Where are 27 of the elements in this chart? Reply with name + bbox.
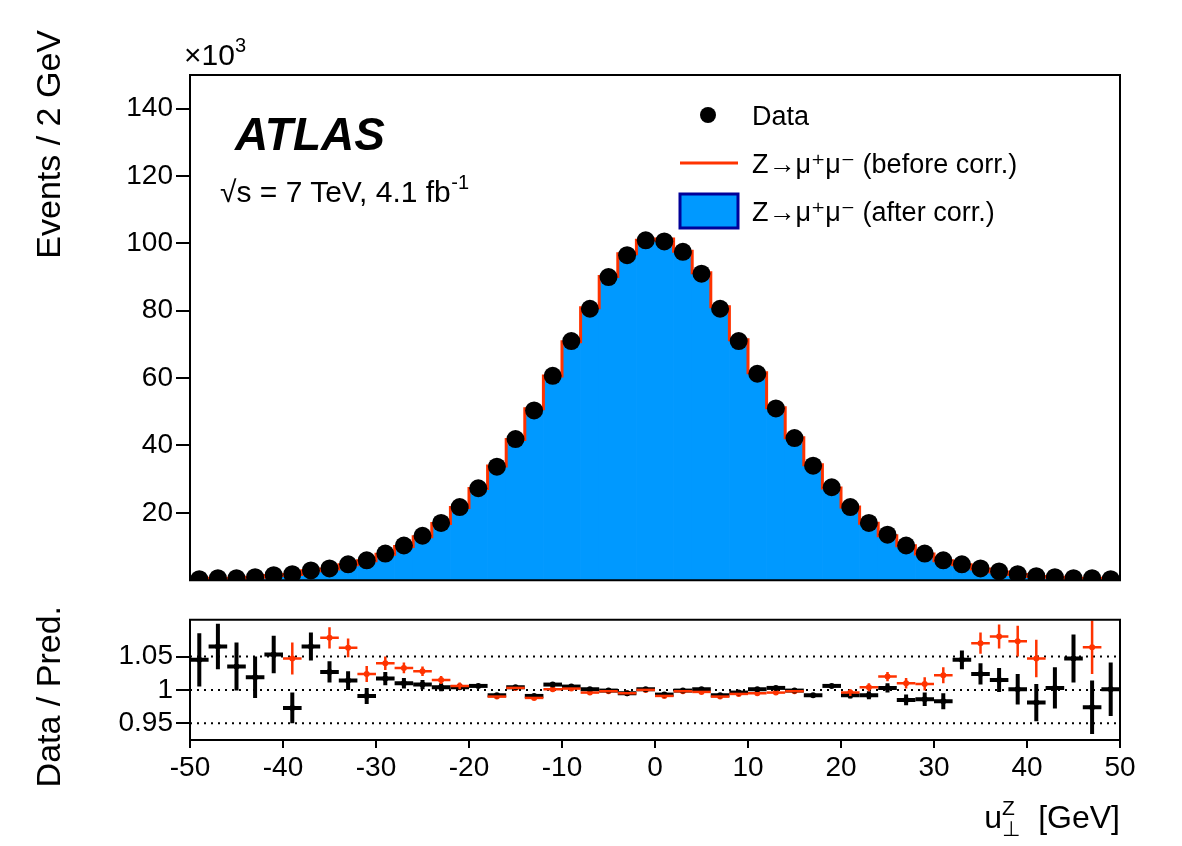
x-tick-label: 0: [647, 750, 663, 782]
y-tick-label: 1.05: [118, 639, 173, 671]
legend-label: Data: [752, 101, 811, 131]
y-tick-label: 120: [126, 158, 173, 190]
y-tick-label: 20: [141, 495, 173, 527]
x-tick-label: 20: [825, 750, 857, 782]
legend-label: Z→μ⁺μ⁻ (before corr.): [752, 149, 1018, 179]
x-tick-label: -10: [541, 750, 583, 782]
x-tick-label: -20: [448, 750, 490, 782]
y-tick-label: 40: [141, 428, 173, 460]
y-tick-label: 140: [126, 91, 173, 123]
x-tick-label: -30: [355, 750, 397, 782]
x-tick-label: 10: [732, 750, 764, 782]
y-tick-label: 0.95: [118, 706, 173, 738]
x-tick-label: -50: [169, 750, 211, 782]
legend-label: Z→μ⁺μ⁻ (after corr.): [752, 197, 995, 227]
y-tick-label: 60: [141, 360, 173, 392]
x-tick-label: -40: [262, 750, 304, 782]
y-tick-label: 80: [141, 293, 173, 325]
y-axis-title: Events / 2 GeV: [29, 29, 67, 259]
annotation: ATLAS: [234, 108, 386, 160]
y-tick-label: 100: [126, 226, 173, 258]
x-tick-label: 30: [918, 750, 950, 782]
x-tick-label: 40: [1011, 750, 1043, 782]
y-axis-title: Data / Pred.: [29, 606, 67, 788]
y-tick-label: 1: [157, 672, 173, 704]
x-tick-label: 50: [1104, 750, 1136, 782]
